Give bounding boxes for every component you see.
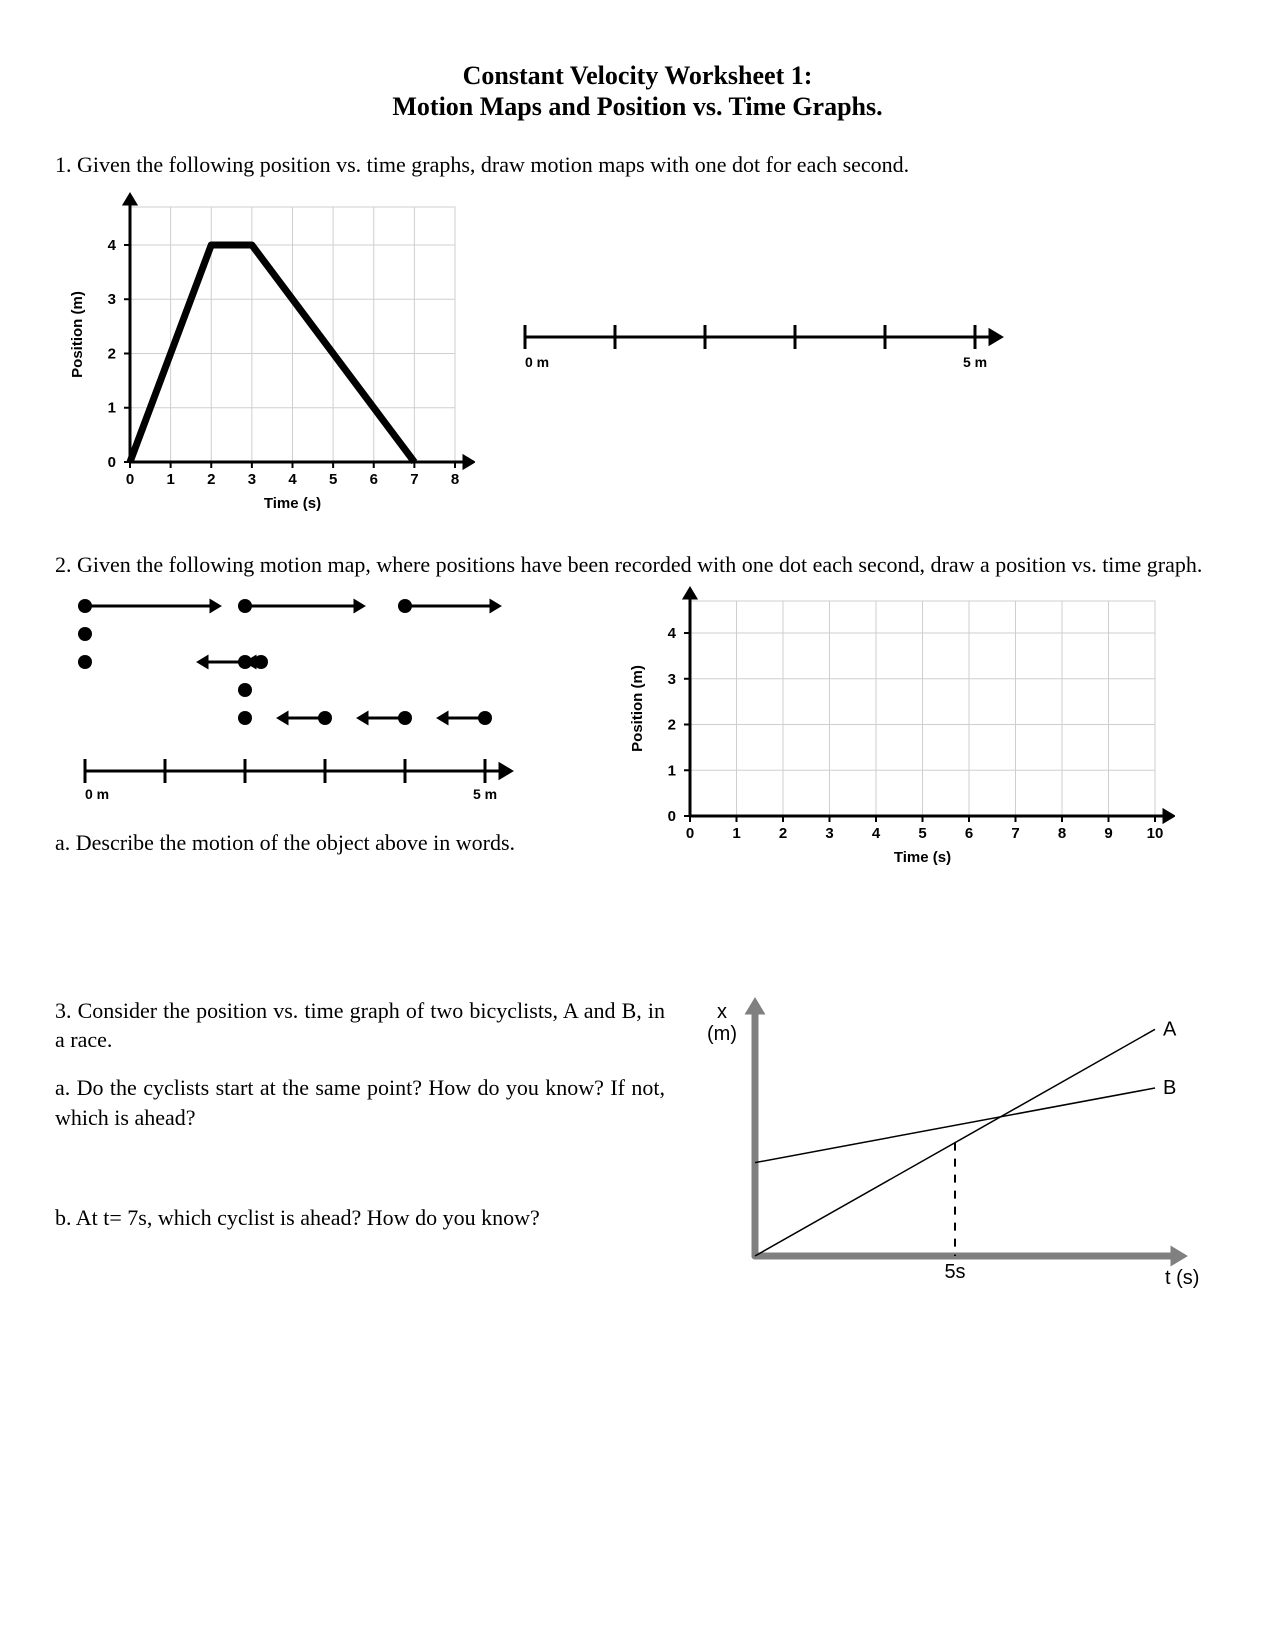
chart-bicyclists: x(m) t (s) 5s A B <box>685 996 1205 1296</box>
svg-text:1: 1 <box>732 825 740 842</box>
question-3b: b. At t= 7s, which cyclist is ahead? How… <box>55 1203 665 1233</box>
svg-text:0 m: 0 m <box>85 786 109 802</box>
svg-text:6: 6 <box>965 825 973 842</box>
svg-text:0 m: 0 m <box>525 354 549 370</box>
svg-text:7: 7 <box>1011 825 1019 842</box>
svg-text:A: A <box>1163 1018 1177 1040</box>
page-title: Constant Velocity Worksheet 1: Motion Ma… <box>55 60 1220 122</box>
svg-text:x: x <box>717 1001 727 1023</box>
svg-text:Position (m): Position (m) <box>629 665 646 752</box>
svg-text:7: 7 <box>410 471 418 488</box>
svg-text:1: 1 <box>668 762 676 779</box>
svg-text:0: 0 <box>686 825 694 842</box>
chart-position-time-1: 0 1 2 3 4 5 6 7 8 0 1 2 3 4 Time (s) Position (m) <box>55 192 475 532</box>
svg-text:10: 10 <box>1147 825 1164 842</box>
question-3: 3. Consider the position vs. time graph … <box>55 996 665 1055</box>
svg-text:0: 0 <box>668 808 676 825</box>
motion-map: 0 m 5 m <box>55 586 535 816</box>
svg-text:2: 2 <box>207 471 215 488</box>
svg-text:9: 9 <box>1104 825 1112 842</box>
svg-text:3: 3 <box>248 471 256 488</box>
svg-text:5s: 5s <box>944 1261 965 1283</box>
svg-text:(m): (m) <box>707 1023 737 1045</box>
svg-text:t (s): t (s) <box>1165 1267 1199 1289</box>
svg-text:1: 1 <box>108 400 116 417</box>
svg-text:4: 4 <box>108 237 117 254</box>
svg-text:2: 2 <box>108 346 116 363</box>
svg-text:5 m: 5 m <box>963 354 987 370</box>
svg-text:5: 5 <box>329 471 337 488</box>
svg-text:4: 4 <box>288 471 297 488</box>
title-line-1: Constant Velocity Worksheet 1: <box>463 61 813 90</box>
question-2: 2. Given the following motion map, where… <box>55 550 1220 580</box>
title-line-2: Motion Maps and Position vs. Time Graphs… <box>392 92 882 121</box>
numberline-blank: 0 m 5 m <box>505 297 1015 407</box>
svg-text:5 m: 5 m <box>473 786 497 802</box>
svg-text:B: B <box>1163 1077 1176 1099</box>
svg-text:Time (s): Time (s) <box>264 495 321 512</box>
question-2a: a. Describe the motion of the object abo… <box>55 828 615 858</box>
svg-text:3: 3 <box>668 671 676 688</box>
svg-text:4: 4 <box>668 625 677 642</box>
svg-text:Time (s): Time (s) <box>894 849 951 866</box>
worksheet-page: Constant Velocity Worksheet 1: Motion Ma… <box>0 0 1275 1650</box>
svg-text:2: 2 <box>779 825 787 842</box>
svg-text:6: 6 <box>370 471 378 488</box>
svg-text:1: 1 <box>166 471 174 488</box>
question-1: 1. Given the following position vs. time… <box>55 150 1220 180</box>
chart-position-time-blank: 0 1 2 3 4 5 6 7 8 9 10 0 1 2 3 4 Time (s) Position (m) <box>615 586 1175 886</box>
svg-text:8: 8 <box>1058 825 1066 842</box>
svg-text:Position (m): Position (m) <box>69 291 86 378</box>
svg-text:8: 8 <box>451 471 459 488</box>
svg-text:4: 4 <box>872 825 881 842</box>
svg-text:0: 0 <box>126 471 134 488</box>
question-3a: a. Do the cyclists start at the same poi… <box>55 1073 665 1132</box>
svg-text:3: 3 <box>108 291 116 308</box>
svg-text:3: 3 <box>825 825 833 842</box>
svg-text:2: 2 <box>668 716 676 733</box>
svg-text:0: 0 <box>108 454 116 471</box>
svg-text:5: 5 <box>918 825 926 842</box>
